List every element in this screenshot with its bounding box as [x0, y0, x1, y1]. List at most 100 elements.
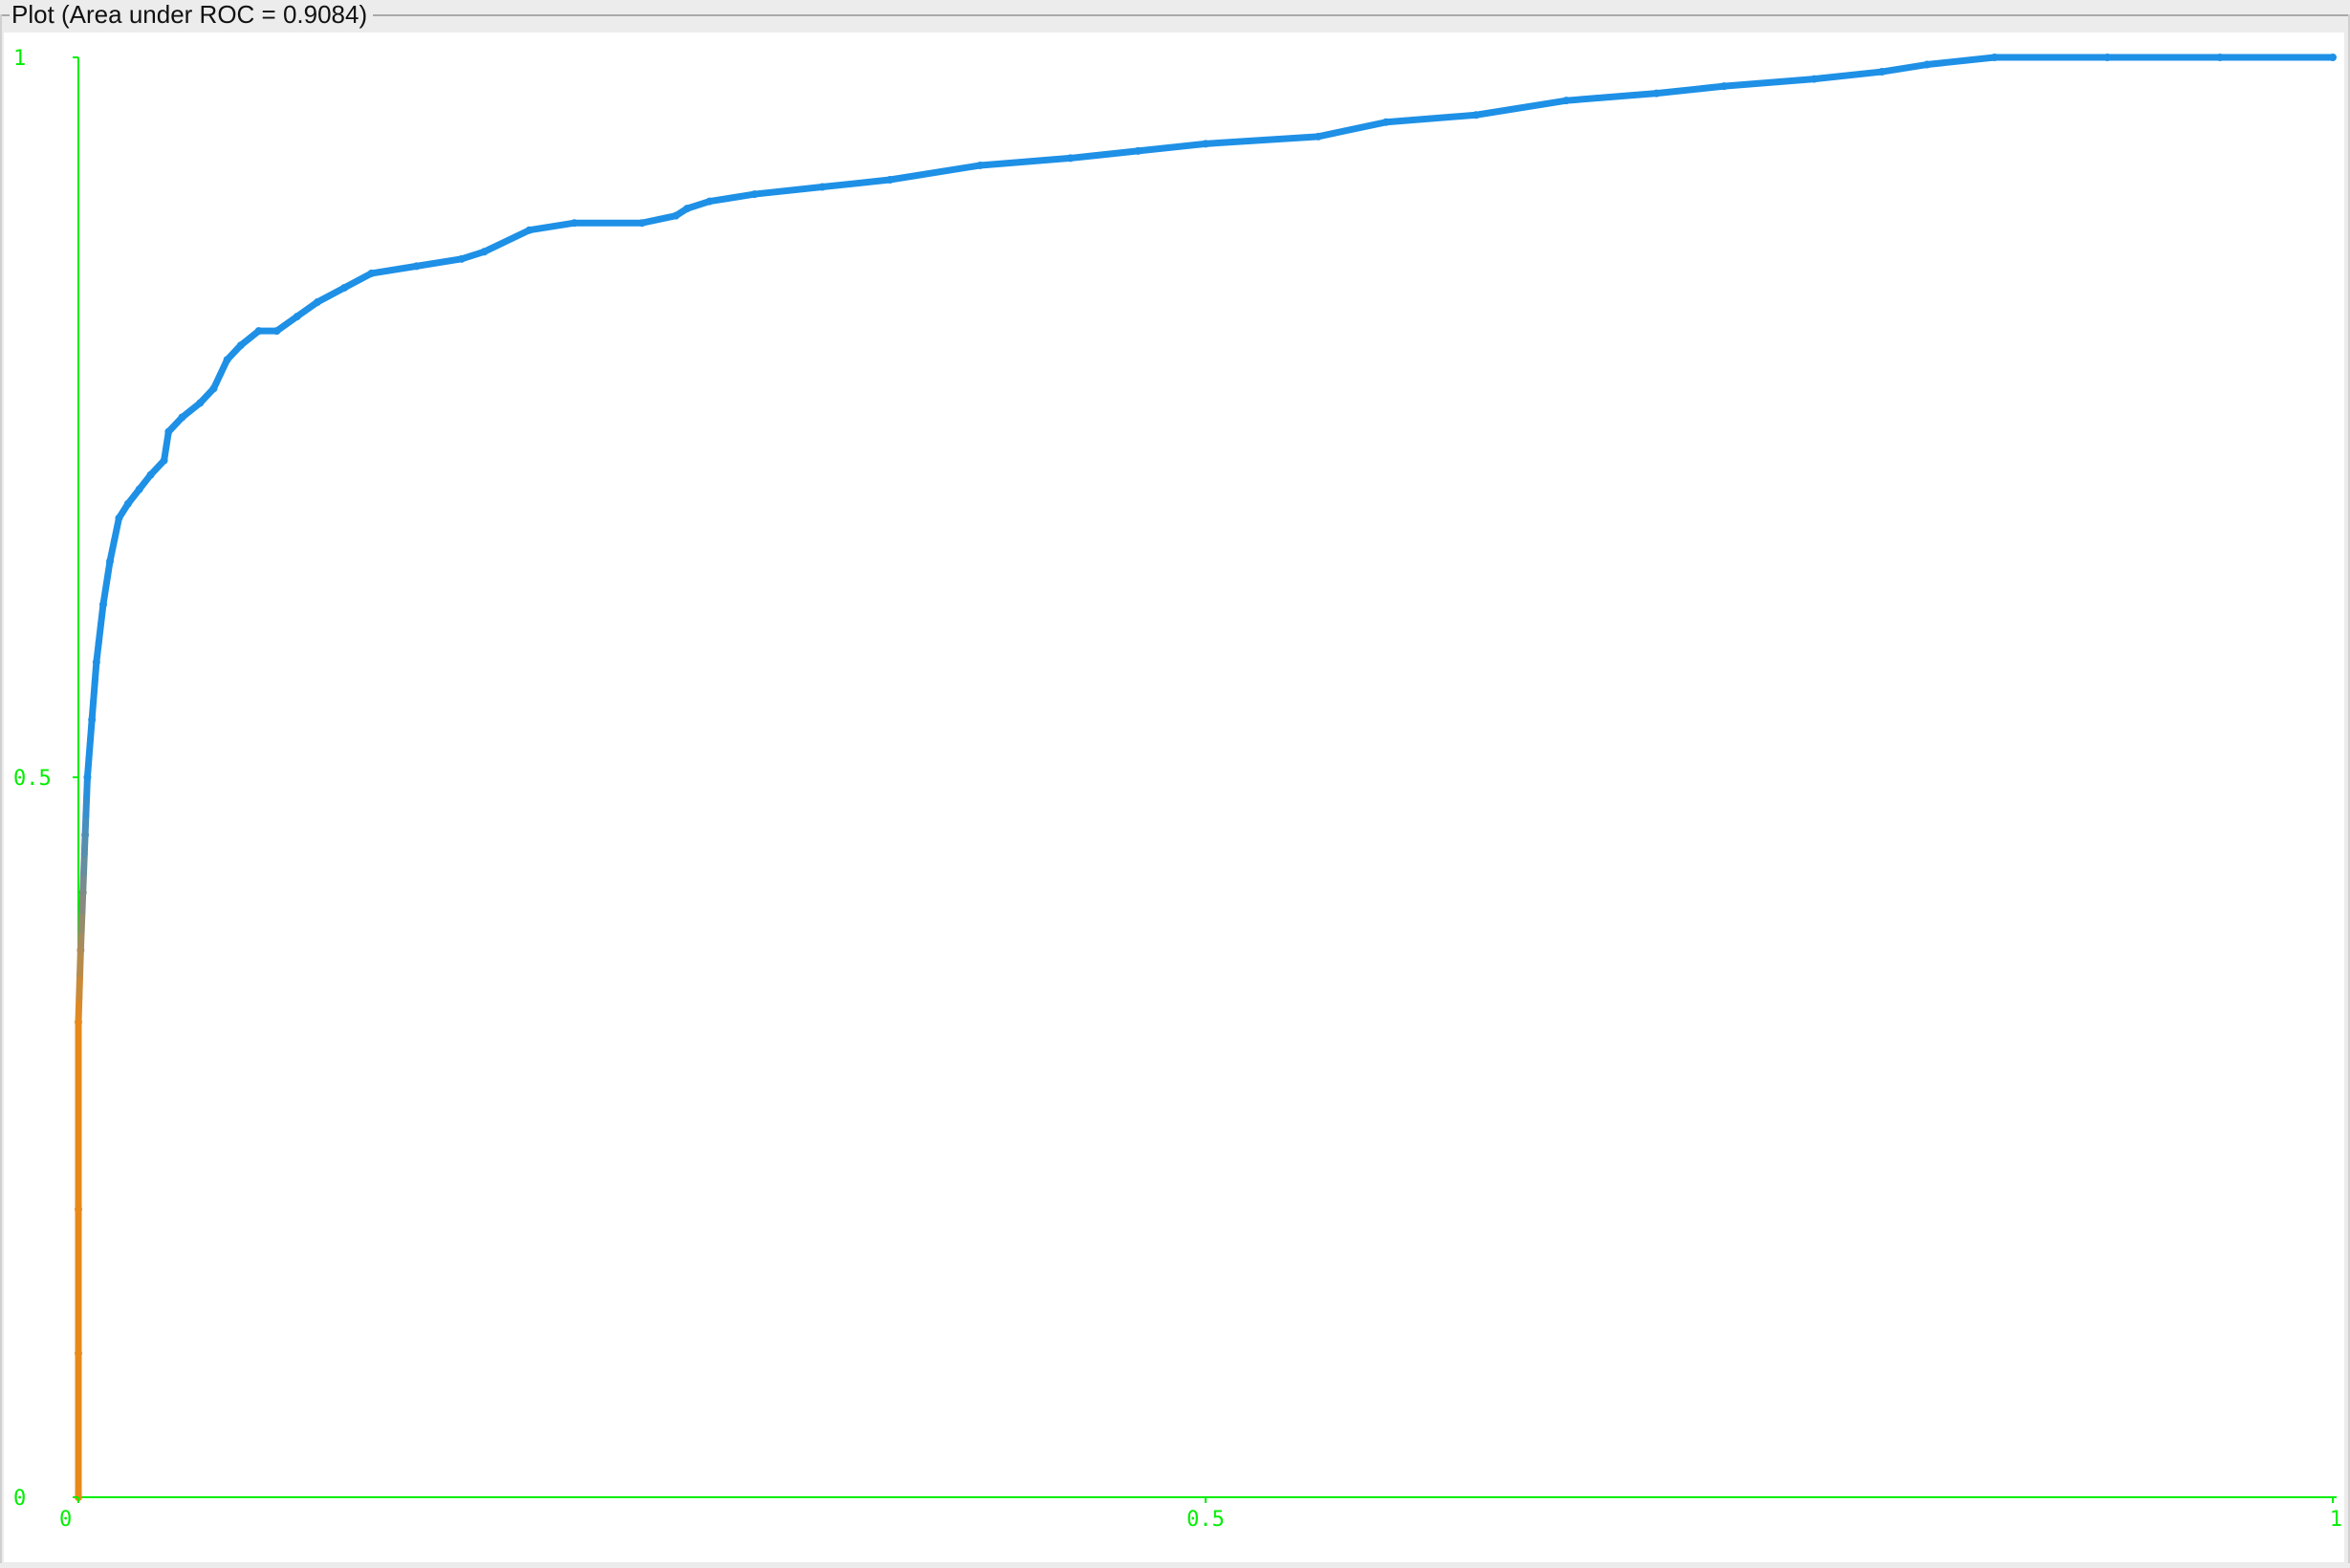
curve-segment: [294, 298, 321, 320]
curve-segment: [976, 154, 1075, 169]
data-point: [570, 219, 578, 228]
x-tick-label: 1: [2330, 1508, 2342, 1532]
plot-area: 0 0.5 1 0 0.5 1: [4, 33, 2344, 1562]
data-point: [457, 254, 466, 263]
data-point: [885, 176, 894, 185]
curve-segment: [340, 270, 376, 292]
data-point: [683, 205, 691, 213]
curve-segment: [76, 970, 84, 1002]
data-point: [480, 248, 489, 256]
curve-segment: [1562, 90, 1661, 104]
axes: [77, 57, 2337, 1498]
roc-chart: 0 0.5 1 0 0.5 1: [13, 47, 2342, 1532]
curve-segment: [1720, 76, 1818, 90]
panel-border: [0, 14, 2348, 16]
data-point: [75, 1018, 82, 1027]
data-point: [236, 341, 245, 350]
data-point: [92, 658, 100, 666]
curve-segment: [1067, 147, 1142, 162]
curve-segment: [1202, 133, 1322, 147]
curve-segment: [684, 198, 713, 212]
data-point: [78, 888, 87, 897]
x-tick-label: 0.5: [1186, 1508, 1225, 1532]
data-point: [1991, 54, 1999, 61]
data-point: [160, 456, 168, 465]
data-point: [1471, 111, 1480, 120]
roc-curve: [75, 54, 2337, 1501]
curve-segment: [1134, 140, 1209, 155]
curve-segment: [480, 227, 533, 255]
data-point: [1382, 118, 1390, 126]
curve-segment: [1653, 82, 1728, 98]
data-point: [272, 327, 281, 336]
data-point: [123, 499, 132, 508]
data-point: [1923, 60, 1931, 69]
data-point: [1720, 82, 1729, 91]
curve-segment: [273, 313, 301, 335]
data-point: [209, 384, 218, 393]
data-point: [196, 399, 205, 407]
data-point: [75, 1349, 82, 1358]
curve-segment: [1811, 68, 1885, 83]
data-point: [178, 413, 186, 422]
data-point: [146, 470, 155, 479]
y-tick-label: 0.5: [13, 767, 52, 791]
data-point: [1562, 97, 1571, 105]
curve-segment: [1878, 61, 1931, 76]
data-point: [412, 262, 421, 271]
data-point: [751, 190, 759, 199]
tick-labels: 0 0.5 1 0 0.5 1: [13, 47, 2342, 1532]
data-point: [706, 197, 714, 206]
data-point: [254, 327, 263, 336]
data-point: [367, 269, 376, 277]
curve-segment: [751, 184, 826, 198]
data-point: [525, 226, 533, 234]
data-point: [818, 183, 827, 191]
curve-segment: [639, 212, 680, 227]
curve-segment: [413, 255, 466, 270]
data-point: [1202, 140, 1209, 148]
curve-segment: [886, 162, 984, 184]
curve-segment: [1924, 54, 1998, 69]
data-point: [1810, 75, 1818, 83]
data-point: [1314, 132, 1322, 141]
data-point: [88, 715, 97, 724]
curve-segment: [178, 399, 204, 421]
curve-segment: [237, 327, 263, 349]
data-point: [1134, 146, 1142, 155]
data-point: [2216, 54, 2225, 61]
curve-segment: [526, 219, 578, 234]
curve-segment: [314, 284, 348, 306]
data-point: [293, 313, 301, 321]
curve-segment: [1472, 97, 1570, 119]
panel-border-right: [2348, 14, 2350, 1563]
data-point: [106, 557, 115, 566]
data-point: [164, 427, 173, 436]
curve-segment: [1315, 119, 1390, 141]
data-point: [1878, 68, 1886, 76]
data-point: [135, 485, 143, 493]
y-tick-label: 1: [13, 47, 26, 71]
data-point: [76, 946, 85, 954]
curve-segment: [818, 176, 894, 191]
y-tick-label: 0: [13, 1487, 26, 1511]
x-tick-label: 0: [59, 1508, 72, 1532]
data-point: [638, 219, 646, 228]
curve-segment: [368, 262, 421, 277]
data-point: [115, 513, 123, 522]
curve-segment: [706, 190, 758, 206]
data-point: [223, 356, 231, 364]
data-point: [1066, 154, 1075, 163]
data-point: [2103, 54, 2112, 61]
data-point: [98, 600, 107, 609]
curve-segment: [458, 248, 488, 263]
data-point: [313, 298, 321, 307]
data-point: [1652, 89, 1661, 98]
panel-title: Plot (Area under ROC = 0.9084): [10, 0, 374, 31]
data-point: [671, 211, 680, 220]
data-point: [75, 1205, 82, 1213]
curve-segment: [75, 994, 83, 1026]
curve-segment: [76, 947, 84, 978]
data-point: [976, 161, 985, 169]
